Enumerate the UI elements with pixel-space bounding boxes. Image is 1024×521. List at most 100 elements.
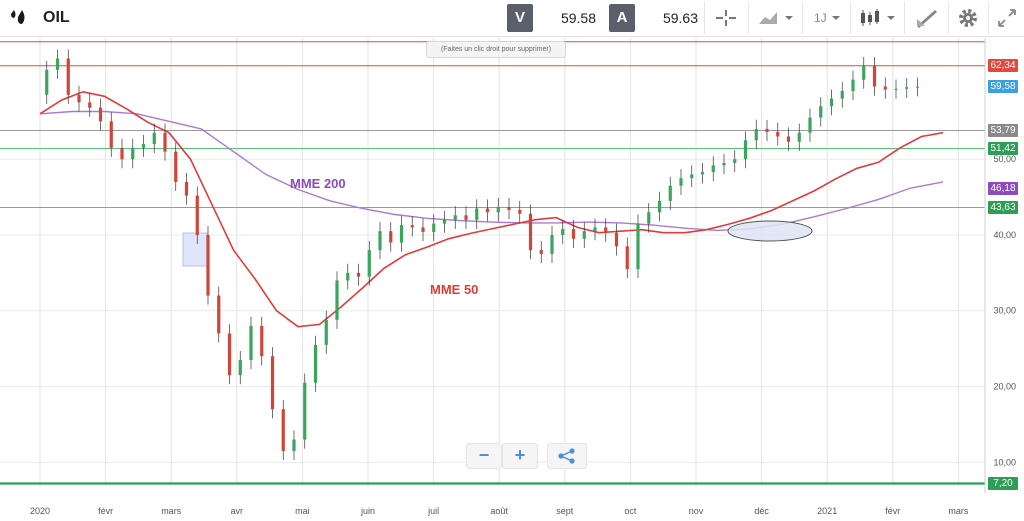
sell-button[interactable]: V — [507, 4, 533, 32]
candle-body — [636, 223, 640, 270]
candle-body — [464, 215, 468, 220]
candle-body — [862, 66, 866, 80]
candle-body — [292, 439, 296, 451]
candle-body — [700, 172, 705, 175]
chart-type-dropdown[interactable] — [748, 2, 801, 34]
candle-body — [421, 227, 425, 232]
buy-button[interactable]: A — [609, 4, 635, 32]
candle-body — [174, 151, 178, 182]
x-tick-label: mai — [295, 506, 310, 516]
candle-body — [77, 94, 81, 103]
candle-body — [550, 234, 554, 254]
price-level-label: 59,58 — [988, 80, 1018, 94]
expand-icon — [998, 9, 1016, 27]
candle-body — [593, 227, 597, 232]
candle-body — [722, 163, 726, 166]
zoom-out-button[interactable]: − — [466, 443, 502, 469]
candle-body — [690, 174, 694, 179]
instrument-symbol: OIL — [43, 9, 70, 26]
candle-body — [496, 206, 500, 213]
candle-body — [679, 178, 683, 186]
candlestick-icon — [861, 9, 895, 26]
candle-body — [260, 325, 264, 357]
candle-body — [98, 107, 103, 122]
candle-body — [356, 272, 361, 277]
mme50-annotation: MME 50 — [430, 282, 478, 297]
candle-body — [765, 128, 769, 132]
candle-body — [668, 185, 672, 201]
candle-body — [324, 319, 328, 345]
candle-body — [399, 225, 404, 243]
candle-body — [711, 165, 715, 173]
candle-body — [346, 272, 350, 281]
candle-body — [475, 208, 479, 220]
chart-grid — [0, 38, 985, 485]
candle-body — [249, 325, 253, 360]
oil-drop-icon — [8, 8, 30, 28]
candle-type-dropdown[interactable] — [850, 2, 903, 34]
x-tick-label: févr — [98, 506, 113, 516]
candle-body — [647, 212, 651, 224]
drawing-tool-button[interactable] — [904, 2, 947, 34]
timeframe-label: 1J — [814, 11, 827, 25]
share-icon — [558, 448, 575, 464]
candle-body — [625, 246, 629, 270]
candle-body — [776, 131, 780, 137]
candle-body — [66, 58, 70, 95]
candle-body — [109, 121, 113, 148]
price-candles — [45, 49, 920, 460]
crosshair-icon — [716, 10, 736, 26]
candle-body — [238, 359, 242, 376]
y-tick-label: 20,00 — [993, 382, 1016, 392]
candle-body — [915, 86, 920, 88]
candle-body — [313, 344, 318, 383]
x-tick-label: 2021 — [817, 506, 837, 516]
x-tick-label: oct — [624, 506, 637, 516]
candle-body — [905, 87, 909, 89]
candle-body — [335, 280, 339, 320]
x-tick-label: déc — [754, 506, 769, 516]
mme200-annotation: MME 200 — [290, 176, 346, 191]
price-level-label: 43,63 — [988, 200, 1018, 214]
y-tick-label: 50,00 — [993, 154, 1016, 164]
candle-body — [367, 250, 371, 277]
price-level-lines — [0, 41, 985, 485]
chevron-down-icon — [832, 16, 840, 20]
candle-body — [217, 295, 221, 334]
candle-body — [733, 159, 737, 164]
candle-body — [657, 200, 662, 213]
candle-body — [582, 231, 586, 239]
draw-pencil-icon — [917, 10, 937, 28]
y-tick-label: 10,00 — [993, 457, 1016, 467]
x-tick-label: sept — [556, 506, 574, 516]
candle-body — [206, 234, 210, 296]
candle-body — [797, 132, 801, 142]
candle-body — [872, 66, 877, 87]
candle-body — [561, 228, 565, 235]
settings-button[interactable] — [948, 2, 987, 34]
highlight-ellipse[interactable] — [727, 220, 813, 242]
crosshair-tool-button[interactable] — [704, 2, 747, 34]
candle-body — [507, 206, 511, 210]
zoom-in-button[interactable]: + — [502, 443, 538, 469]
timeframe-dropdown[interactable]: 1J — [802, 2, 849, 34]
candle-body — [389, 231, 393, 243]
x-tick-label: mars — [948, 506, 968, 516]
fullscreen-button[interactable] — [988, 2, 1024, 34]
share-button[interactable] — [547, 443, 587, 469]
candle-body — [55, 58, 60, 70]
candle-body — [45, 69, 49, 95]
price-level-label: 62,34 — [988, 59, 1018, 73]
price-level-label: 51,42 — [988, 141, 1018, 155]
candle-body — [851, 79, 855, 92]
candle-body — [442, 219, 447, 224]
candle-body — [120, 147, 124, 160]
candle-body — [485, 208, 490, 213]
x-tick-label: nov — [689, 506, 704, 516]
y-tick-label: 40,00 — [993, 230, 1016, 240]
highlight-box[interactable] — [182, 232, 208, 267]
candle-body — [270, 356, 275, 410]
candle-body — [131, 147, 135, 160]
candle-body — [539, 250, 543, 254]
